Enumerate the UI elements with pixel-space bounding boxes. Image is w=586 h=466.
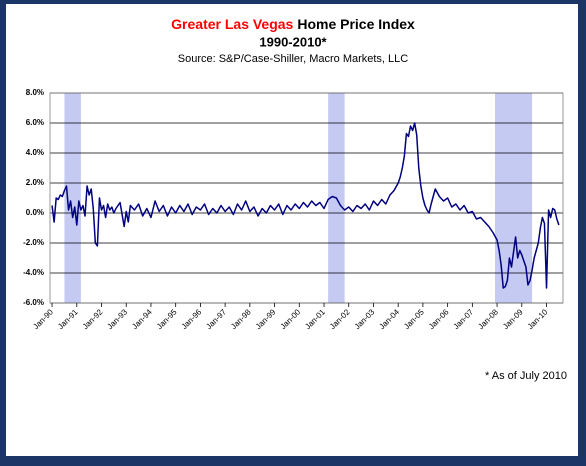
plot-area	[50, 93, 563, 303]
title-highlight: Greater Las Vegas	[171, 16, 293, 32]
chart-title: Greater Las Vegas Home Price Index	[171, 16, 415, 32]
y-tick-label: -6.0%	[23, 298, 44, 307]
plot-border	[49, 92, 564, 304]
y-tick-label: 8.0%	[26, 88, 44, 97]
y-tick-label: 6.0%	[26, 118, 44, 127]
title-text: Home Price Index	[297, 16, 415, 32]
recession-band	[64, 93, 81, 303]
title-years: 1990-2010*	[259, 34, 327, 49]
data-line	[51, 122, 560, 289]
y-tick-label: 0.0%	[26, 208, 44, 217]
y-tick-label: -2.0%	[23, 238, 44, 247]
subtitle: Source: S&P/Case-Shiller, Macro Markets,…	[178, 53, 409, 65]
y-tick-label: 4.0%	[26, 148, 44, 157]
y-tick-label: 2.0%	[26, 178, 44, 187]
footnote: * As of July 2010	[485, 370, 567, 382]
y-tick-label: -4.0%	[23, 268, 44, 277]
